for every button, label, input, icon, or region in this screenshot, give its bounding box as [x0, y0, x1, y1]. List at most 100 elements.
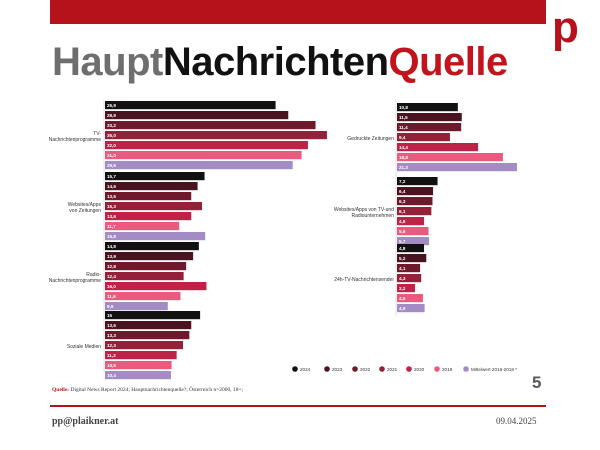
bar-value-label: 3,2 [399, 286, 406, 291]
bar-value-label: 6,3 [399, 199, 406, 204]
bar [105, 131, 327, 140]
bar-value-label: 29,6 [107, 163, 116, 168]
source-note: Quelle: Digital News Report 2024; Hauptn… [52, 387, 243, 393]
legend-label: 2021 [387, 367, 398, 372]
bar-value-label: 16,0 [107, 284, 116, 289]
bar [397, 244, 425, 253]
bar-value-label: 11,9 [107, 294, 116, 299]
bar-value-label: 6,4 [399, 189, 406, 194]
bar-value-label: 15,3 [107, 204, 116, 209]
legend-marker [406, 366, 412, 372]
legend-label: 2022 [360, 367, 371, 372]
source-label: Quelle: [52, 387, 70, 393]
bar-value-label: 13,3 [107, 333, 116, 338]
legend-marker [352, 366, 358, 372]
top-brand-bar [50, 0, 546, 24]
bar-value-label: 15,8 [107, 234, 116, 239]
bar [105, 292, 181, 301]
title-part-quelle: Quelle [388, 40, 509, 84]
page-number: 5 [532, 373, 542, 392]
bar-value-label: 9,4 [399, 135, 406, 140]
bar [105, 262, 187, 271]
legend-marker [324, 366, 330, 372]
bar [105, 161, 293, 170]
bar [397, 274, 422, 283]
bar [105, 182, 198, 191]
bar [105, 111, 289, 120]
bar-value-label: 32,0 [107, 143, 116, 148]
bar-value-label: 5,7 [399, 239, 406, 244]
bar-value-label: 9,9 [107, 304, 114, 309]
legend-marker [434, 366, 440, 372]
bar [397, 133, 450, 142]
bar-value-label: 18,8 [399, 155, 408, 160]
bar [105, 232, 206, 241]
bar [397, 163, 517, 172]
bar [105, 192, 192, 201]
category-label: Gedruckte Zeitungen [347, 136, 394, 142]
bar-value-label: 13,6 [107, 323, 116, 328]
footer-divider [50, 405, 546, 407]
bar-value-label: 13,6 [107, 194, 116, 199]
bar-value-label: 4,3 [399, 276, 406, 281]
category-label: von Zeitungen [69, 208, 101, 214]
bar-value-label: 13,9 [107, 254, 116, 259]
bar [397, 254, 427, 263]
bar [397, 237, 430, 246]
category-label: Radio- [86, 272, 101, 278]
bar [397, 207, 432, 216]
bar [105, 341, 183, 350]
category-label: 24h-TV-Nachrichtensender [334, 277, 394, 283]
bar-value-label: 14,4 [399, 145, 408, 150]
bar-value-label: 7,2 [399, 179, 406, 184]
bar [397, 304, 425, 313]
bar [397, 217, 425, 226]
title-part-haupt: Haupt [52, 40, 163, 84]
category-label: Websites/Apps [68, 202, 102, 208]
bar [105, 252, 194, 261]
bar-value-label: 5,2 [399, 256, 406, 261]
bar-value-label: 15,7 [107, 174, 116, 179]
bar [397, 153, 503, 162]
bar [105, 371, 171, 380]
bar [105, 242, 199, 251]
bar-value-label: 33,2 [107, 123, 116, 128]
bar [397, 284, 416, 293]
bar [105, 202, 203, 211]
bar-value-label: 35,0 [107, 133, 116, 138]
bar [105, 361, 172, 370]
bar-value-label: 4,9 [399, 306, 406, 311]
bar-value-label: 21,3 [399, 165, 408, 170]
category-label: Nachrichtenprogramme [49, 137, 101, 143]
bar [105, 212, 192, 221]
bar [397, 227, 429, 236]
bar-value-label: 15 [107, 313, 113, 318]
bar-value-label: 4,1 [399, 266, 406, 271]
bar [397, 103, 458, 112]
bar-value-label: 5,6 [399, 229, 406, 234]
bar-value-label: 4,6 [399, 296, 406, 301]
bar [105, 351, 177, 360]
bar [105, 172, 205, 181]
bar [397, 113, 462, 122]
bar [105, 321, 192, 330]
bar [105, 121, 316, 130]
bar-value-label: 28,9 [107, 113, 116, 118]
source-text: Digital News Report 2024; Hauptnachricht… [70, 387, 244, 393]
legend-label: 2019 [442, 367, 453, 372]
bar [397, 177, 438, 186]
title-part-nachrichten: Nachrichten [162, 40, 389, 84]
bar [397, 264, 421, 273]
bar-value-label: 10,4 [107, 373, 116, 378]
bar-value-label: 11,4 [399, 125, 408, 130]
bar [397, 294, 423, 303]
bar [105, 101, 276, 110]
bar-value-label: 14,8 [107, 244, 116, 249]
bar [397, 187, 434, 196]
bar [105, 331, 190, 340]
legend-label: 2023 [332, 367, 343, 372]
bar [105, 222, 180, 231]
category-label: Soziale Medien [67, 344, 101, 350]
legend-marker [379, 366, 385, 372]
bar-value-label: 13,6 [107, 214, 116, 219]
